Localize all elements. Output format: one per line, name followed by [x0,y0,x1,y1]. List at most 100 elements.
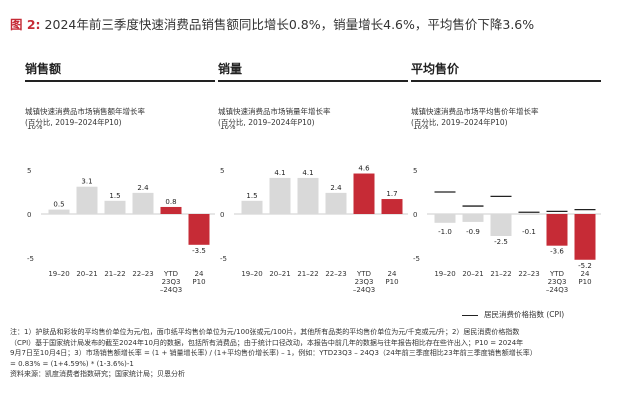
x-tick-label: 24 [195,270,204,278]
panel-sales-volume: 销量 城镇快速消费品市场销量年增长率 (百分比, 2019–2024年P10) … [218,60,408,310]
bar [104,200,126,214]
data-label: 2.4 [330,184,342,192]
bar [188,214,210,245]
x-tick-label: 23Q3 [162,278,181,286]
x-tick-label: 20–21 [462,270,483,278]
data-label: -2.5 [494,238,508,246]
panel-divider [411,80,601,82]
data-label: -0.1 [522,228,536,236]
y-tick-label: 5 [27,167,31,175]
bar [325,192,347,214]
bar [297,177,319,214]
panel-title: 销售额 [25,62,62,76]
bar [462,214,484,222]
data-label: -3.5 [192,247,206,255]
data-label: 0.8 [165,198,176,206]
x-tick-label: 22–23 [518,270,539,278]
bar [269,177,291,214]
x-tick-label: 23Q3 [355,278,374,286]
x-tick-label: P10 [385,278,398,286]
bar [48,209,70,214]
footnote-line: 注：1）护肤品和彩妆的平均售价单位为元/包，面巾纸平均售价单位为元/100张或元… [10,328,520,336]
x-tick-label: YTD [163,270,178,278]
x-tick-label: YTD [549,270,564,278]
sales-value-chart: 10% 5 0 -5 0.5 19–20 3.1 20–21 1.5 21–22 2.4 22–23 0… [27,126,215,294]
cpi-legend: 居民消费价格指数 (CPI) [462,309,564,320]
y-tick-label: 10% [413,126,429,131]
footnote-line: 9月7日至10月4日；3）市场销售额增长率 = (1 + 销量增长率) / (1… [10,349,537,357]
data-label: 0.5 [53,201,64,209]
panel-title: 平均售价 [411,62,460,76]
x-tick-label: YTD [356,270,371,278]
bar [381,199,403,214]
cpi-legend-label: 居民消费价格指数 (CPI) [484,310,565,319]
x-tick-label: 19–20 [434,270,455,278]
x-tick-label: 24 [388,270,397,278]
bar [490,214,512,236]
x-tick-label: 21–22 [104,270,125,278]
panel-subtitle: 城镇快速消费品市场平均售价年增长率 (百分比, 2019–2024年P10) [411,106,539,128]
panel-subtitle-line: 城镇快速消费品市场销售额年增长率 [25,107,145,116]
footnote-line: （CPI）基于国家统计局发布的截至2024年10月的数据，包括所有消费品；由于统… [10,338,524,347]
cpi-legend-swatch [462,314,478,316]
data-label: 4.1 [302,169,313,177]
panel-subtitle-line: 城镇快速消费品市场销量年增长率 [218,107,331,116]
footnote-line: = 0.83% = (1+4.59%) * (1-3.6%)-1 [10,359,134,368]
y-tick-label: 5 [413,167,417,175]
bar [132,192,154,214]
sales-volume-chart: 10% 5 0 -5 1.5 19–20 4.1 20–21 4.1 21–22 2.4 22–23 4… [220,126,408,294]
panel-sales-value: 销售额 城镇快速消费品市场销售额年增长率 (百分比, 2019–2024年P10… [25,60,215,310]
panel-average-price: 平均售价 城镇快速消费品市场平均售价年增长率 (百分比, 2019–2024年P… [411,60,601,310]
bar [76,186,98,214]
x-tick-label: 21–22 [297,270,318,278]
bar [518,214,540,215]
x-tick-label: P10 [578,278,591,286]
panel-subtitle-line: 城镇快速消费品市场平均售价年增长率 [411,107,539,116]
x-tick-label: 21–22 [490,270,511,278]
x-tick-label: 20–21 [76,270,97,278]
x-tick-label: 20–21 [269,270,290,278]
bar [241,200,263,214]
bar [160,206,182,214]
data-label: 4.1 [274,169,285,177]
panel-subtitle-line: (百分比, 2019–2024年P10) [411,118,508,127]
data-label: -0.9 [466,228,480,236]
x-tick-label: 19–20 [241,270,262,278]
y-tick-label: -5 [220,255,227,263]
figure-title: 2024年前三季度快速消费品销售额同比增长0.8%，销量增长4.6%，平均售价下… [44,17,535,32]
data-label: 1.5 [246,192,257,200]
panel-subtitle-line: (百分比, 2019–2024年P10) [25,118,122,127]
y-tick-label: 10% [27,126,43,131]
y-tick-label: 0 [27,211,31,219]
panel-divider [218,80,408,82]
x-tick-label: 23Q3 [548,278,567,286]
data-label: -1.0 [438,228,452,236]
panel-title: 销量 [218,62,243,76]
footnote-line: 资料来源：凯度消费者指数研究；国家统计局；贝恩分析 [10,370,185,378]
y-tick-label: 5 [220,167,224,175]
panel-subtitle: 城镇快速消费品市场销售额年增长率 (百分比, 2019–2024年P10) [25,106,145,128]
panel-subtitle: 城镇快速消费品市场销量年增长率 (百分比, 2019–2024年P10) [218,106,331,128]
x-tick-label: –24Q3 [160,286,182,294]
average-price-chart: 10% 5 0 -5 -1.0 19–20 -0.9 20–21 -2.5 21–22 -0.1 22… [413,126,601,294]
x-tick-label: 22–23 [132,270,153,278]
figure-header: 图 2: 2024年前三季度快速消费品销售额同比增长0.8%，销量增长4.6%，… [10,14,534,33]
x-tick-label: –24Q3 [353,286,375,294]
panel-divider [25,80,215,82]
data-label: 2.4 [137,184,149,192]
bar [434,214,456,223]
footnotes: 注：1）护肤品和彩妆的平均售价单位为元/包，面巾纸平均售价单位为元/100张或元… [10,327,622,380]
figure-label: 图 2: [10,17,41,32]
y-tick-label: -5 [413,255,420,263]
data-label: 1.7 [386,190,397,198]
x-tick-label: 19–20 [48,270,69,278]
x-tick-label: 22–23 [325,270,346,278]
y-tick-label: 0 [413,211,417,219]
x-tick-label: –24Q3 [546,286,568,294]
panel-subtitle-line: (百分比, 2019–2024年P10) [218,118,315,127]
data-label: -5.2 [578,262,592,270]
x-tick-label: 24 [581,270,590,278]
x-tick-label: P10 [192,278,205,286]
y-tick-label: 0 [220,211,224,219]
data-label: -3.6 [550,248,564,256]
